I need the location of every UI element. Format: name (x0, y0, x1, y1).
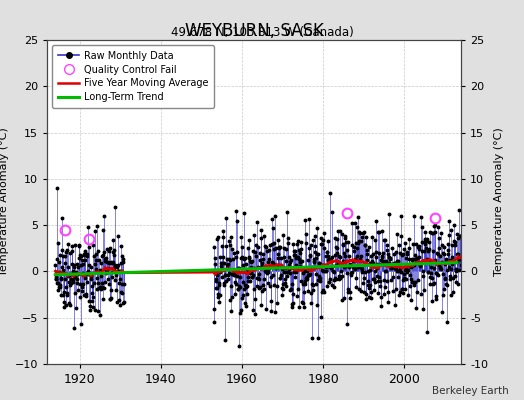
Title: WEYBURN, SASK: WEYBURN, SASK (184, 22, 324, 40)
Y-axis label: Temperature Anomaly (°C): Temperature Anomaly (°C) (494, 128, 504, 276)
Legend: Raw Monthly Data, Quality Control Fail, Five Year Moving Average, Long-Term Tren: Raw Monthly Data, Quality Control Fail, … (52, 45, 214, 108)
Text: Berkeley Earth: Berkeley Earth (432, 386, 508, 396)
Text: 49.678 N, 103.813 W (Canada): 49.678 N, 103.813 W (Canada) (171, 26, 353, 39)
Y-axis label: Temperature Anomaly (°C): Temperature Anomaly (°C) (0, 128, 9, 276)
